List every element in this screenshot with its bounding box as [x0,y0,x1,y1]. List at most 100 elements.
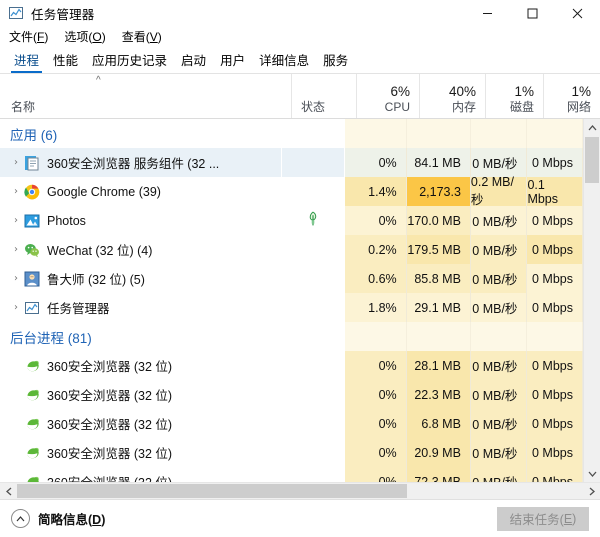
column-header-memory[interactable]: 40% 内存 [419,74,485,118]
process-status-cell [282,351,346,380]
tab-users[interactable]: 用户 [220,54,246,68]
tab-performance[interactable]: 性能 [53,54,79,68]
group-cpu-cell [345,119,407,148]
process-memory-cell: 6.8 MB [406,409,471,438]
table-row[interactable]: › Google Chrome (39) 1.4% 2,173.3 0.2 MB/秒 0.… [0,175,583,207]
table-row[interactable]: › Photos 0% 170.0 MB 0 MB/秒 0 Mbps [0,206,583,235]
group-title: 应用 (6) [0,119,283,148]
group-disk-cell [470,119,528,148]
process-memory-cell: 29.1 MB [406,293,471,322]
process-cpu-cell: 0% [345,206,407,235]
process-disk-cell: 0 MB/秒 [470,380,528,409]
menu-item-options[interactable]: 选项(O) [64,30,106,44]
table-row[interactable]: › WeChat (32 位) (4) 0.2% 179.5 MB 0 MB/秒 0 Mb… [0,235,583,264]
ludashi-icon [24,271,40,287]
close-button[interactable] [555,0,600,26]
process-name-label: 360安全浏览器 服务组件 (32 ... [47,157,220,171]
table-row[interactable]: 360安全浏览器 (32 位) 0% 22.3 MB 0 MB/秒 0 Mbps [0,380,583,409]
table-row[interactable]: › 任务管理器 1.8% 29.1 MB 0 MB/秒 0 Mbps [0,293,583,322]
column-header-status[interactable]: 状态 [291,74,356,118]
window-title: 任务管理器 [31,7,95,22]
column-header-network[interactable]: 1% 网络 [543,74,600,118]
scroll-down-icon[interactable] [584,465,600,482]
process-name-cell: › 360安全浏览器 服务组件 (32 ... [0,148,283,177]
table-row[interactable]: 360安全浏览器 (32 位) 0%72.3 MB0 MB/秒0 Mbps [0,467,583,482]
process-name-cell: › Google Chrome (39) [0,177,283,206]
process-memory-cell: 28.1 MB [406,351,471,380]
process-status-cell [282,409,346,438]
process-disk-cell: 0 MB/秒 [470,467,528,482]
table-row[interactable]: › 鲁大师 (32 位) (5) 0.6% 85.8 MB 0 MB/秒 0 Mbps [0,264,583,293]
chevron-right-icon[interactable]: › [14,156,18,168]
group-cpu-cell [345,322,407,351]
process-status-cell [282,206,346,235]
chevron-up-circle-icon [11,509,30,528]
process-network-cell: 0 Mbps [527,293,583,322]
menu-item-view[interactable]: 查看(V) [121,30,162,44]
ie-green-icon [24,416,40,432]
tab-services[interactable]: 服务 [323,54,349,68]
menu-item-file[interactable]: 文件(F) [9,30,49,44]
table-row[interactable]: 360安全浏览器 (32 位) 0% 6.8 MB 0 MB/秒 0 Mbps [0,409,583,438]
tab-details[interactable]: 详细信息 [259,54,310,68]
chevron-right-icon[interactable]: › [14,272,18,284]
process-rows: 应用 (6) › 360安全浏览器 服务组件 (32 ... 0% 84.1 MB 0 M… [0,119,584,482]
process-disk-cell: 0 MB/秒 [470,148,528,177]
process-memory-cell: 72.3 MB [406,467,471,482]
title-bar: 任务管理器 [0,0,600,26]
column-header-name[interactable]: ^ 名称 [11,75,101,115]
vertical-scrollbar-thumb[interactable] [585,137,599,183]
process-status-cell [282,467,346,482]
minimize-button[interactable] [465,0,510,26]
process-disk-cell: 0 MB/秒 [470,206,528,235]
chevron-right-icon[interactable]: › [14,214,18,226]
fewer-details-button[interactable]: 简略信息(D) [11,509,105,528]
process-table: 应用 (6) › 360安全浏览器 服务组件 (32 ... 0% 84.1 MB 0 M… [0,119,600,482]
process-name-cell: 360安全浏览器 (32 位) [0,380,283,409]
ie-green-icon [24,445,40,461]
process-group-header[interactable]: 后台进程 (81) [0,322,584,351]
table-row[interactable]: 360安全浏览器 (32 位) 0% 28.1 MB 0 MB/秒 0 Mbps [0,351,583,380]
chevron-right-icon[interactable]: › [14,243,18,255]
process-memory-cell: 20.9 MB [406,438,471,467]
vertical-scrollbar[interactable] [583,119,600,482]
maximize-button[interactable] [510,0,555,26]
process-name-label: Photos [47,213,86,228]
process-memory-cell: 179.5 MB [406,235,471,264]
horizontal-scrollbar-thumb[interactable] [17,484,407,498]
process-network-cell: 0 Mbps [527,206,583,235]
table-row[interactable]: 360安全浏览器 (32 位) 0% 20.9 MB 0 MB/秒 0 Mbps [0,438,583,467]
360-browser-service-icon [24,155,40,171]
leaf-suspended-icon [306,211,320,230]
column-header-cpu[interactable]: 6% CPU [356,74,419,118]
chevron-right-icon[interactable]: › [14,301,18,313]
fewer-details-label: 简略信息(D) [38,513,106,527]
process-status-cell [282,438,346,467]
process-name-label: 360安全浏览器 (32 位) [47,418,173,432]
group-memory-cell [406,322,471,351]
tab-app-history[interactable]: 应用历史记录 [92,54,168,68]
scroll-left-icon[interactable] [0,483,17,499]
process-network-cell: 0 Mbps [527,235,583,264]
tab-startup[interactable]: 启动 [181,54,207,68]
process-group-header[interactable]: 应用 (6) [0,119,584,148]
scroll-up-icon[interactable] [584,119,600,136]
ie-green-icon [24,474,40,482]
process-memory-cell: 2,173.3 [406,177,471,206]
process-memory-cell: 170.0 MB [406,206,471,235]
process-name-cell: › Photos [0,206,283,235]
scroll-right-icon[interactable] [583,483,600,499]
end-task-button[interactable]: 结束任务(E) [497,506,589,531]
tab-processes[interactable]: 进程 [7,48,46,73]
sort-ascending-icon: ^ [96,75,101,86]
group-memory-cell [406,119,471,148]
process-memory-cell: 84.1 MB [406,148,471,177]
process-name-cell: 360安全浏览器 (32 位) [0,467,283,482]
column-header-disk[interactable]: 1% 磁盘 [485,74,543,118]
table-row[interactable]: › 360安全浏览器 服务组件 (32 ... 0% 84.1 MB 0 MB/秒 0 M… [0,148,583,177]
process-name-cell: 360安全浏览器 (32 位) [0,409,283,438]
ie-green-icon [24,358,40,374]
chevron-right-icon[interactable]: › [14,185,18,197]
process-name-label: 360安全浏览器 (32 位) [47,447,173,461]
horizontal-scrollbar[interactable] [0,482,600,499]
